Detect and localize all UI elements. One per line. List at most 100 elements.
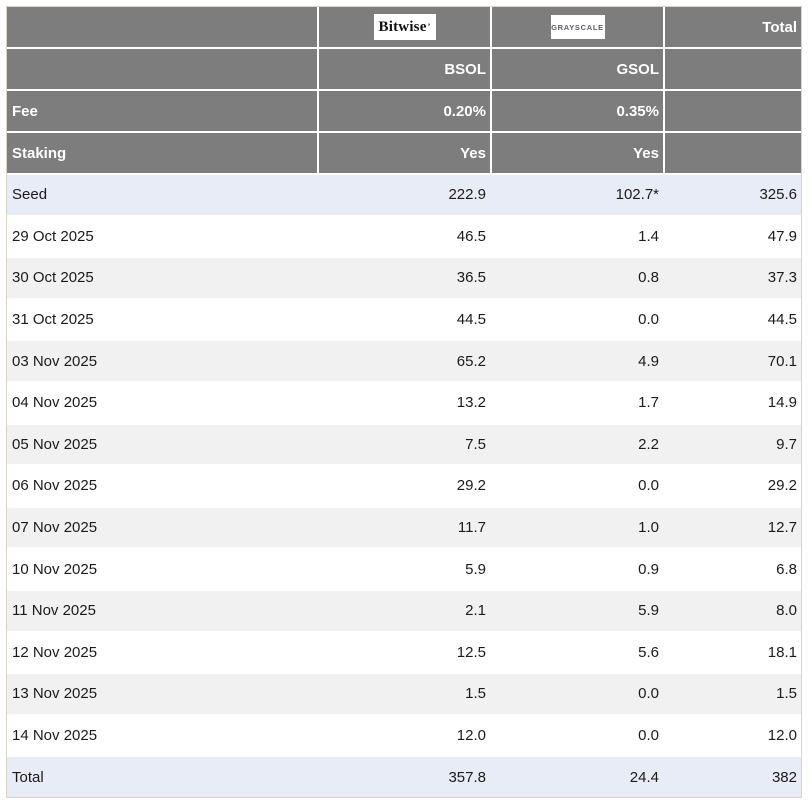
gsol-value-cell: 0.9 — [638, 560, 659, 578]
table-row: 10 Nov 2025 5.9 0.9 6.8 — [7, 549, 801, 589]
total-value-cell: 37.3 — [767, 269, 797, 287]
total-value-cell: 12.0 — [767, 727, 797, 745]
bsol-value-cell: 5.9 — [465, 560, 486, 578]
ticker-row-empty-cell — [7, 49, 317, 89]
total-column-header: Total — [665, 7, 801, 47]
header-row-staking: Staking Yes Yes — [7, 133, 801, 173]
gsol-value-cell: 1.4 — [638, 227, 659, 245]
total-value-cell: 325.6 — [759, 186, 797, 204]
total-value-cell: 29.2 — [767, 477, 797, 495]
total-value-cell: 12.7 — [767, 519, 797, 537]
bitwise-logo: Bitwise’ — [373, 14, 436, 40]
table-row: 14 Nov 2025 12.0 0.0 12.0 — [7, 715, 801, 756]
table-row: 12 Nov 2025 12.5 5.6 18.1 — [7, 632, 801, 673]
row-label-cell: 30 Oct 2025 — [12, 269, 94, 287]
bsol-value-cell: 13.2 — [456, 394, 486, 412]
bsol-value-cell: 222.9 — [448, 186, 486, 204]
row-label-cell: Seed — [12, 186, 48, 204]
bsol-value-cell: 29.2 — [456, 477, 486, 495]
table-row-seed: Seed 222.9 102.7* 325.6 — [7, 175, 801, 215]
header-row-providers: Bitwise’ GRAYSCALE Total — [7, 7, 801, 47]
gsol-value-cell: 24.4 — [629, 768, 659, 786]
table-row: 13 Nov 2025 1.5 0.0 1.5 — [7, 674, 801, 714]
bitwise-logo-cell: Bitwise’ — [319, 7, 490, 47]
staking-total-empty-cell — [665, 133, 801, 173]
table-row: 11 Nov 2025 2.1 5.9 8.0 — [7, 590, 801, 631]
table-row: 07 Nov 2025 11.7 1.0 12.7 — [7, 507, 801, 548]
total-value-cell: 70.1 — [767, 352, 797, 370]
row-label-cell: 13 Nov 2025 — [12, 685, 98, 703]
ticker-row-total-empty-cell — [665, 49, 801, 89]
gsol-value-cell: 0.0 — [638, 477, 659, 495]
table-row: 05 Nov 2025 7.5 2.2 9.7 — [7, 424, 801, 465]
row-label-cell: 29 Oct 2025 — [12, 227, 94, 245]
row-label-cell: 05 Nov 2025 — [12, 435, 98, 453]
table-row-total: Total 357.8 24.4 382 — [7, 757, 801, 797]
row-label-cell: 31 Oct 2025 — [12, 311, 94, 329]
etf-flows-table: Bitwise’ GRAYSCALE Total BSOL GSOL Fee 0… — [6, 6, 802, 798]
staking-gsol-value: Yes — [492, 133, 663, 173]
total-value-cell: 14.9 — [767, 394, 797, 412]
grayscale-logo-text: GRAYSCALE — [551, 22, 604, 32]
gsol-value-cell: 102.7* — [615, 186, 659, 204]
staking-label: Staking — [7, 133, 317, 173]
gsol-value-cell: 1.0 — [638, 519, 659, 537]
table-row: 04 Nov 2025 13.2 1.7 14.9 — [7, 382, 801, 423]
bsol-value-cell: 46.5 — [456, 227, 486, 245]
gsol-value-cell: 5.6 — [638, 643, 659, 661]
header-row-fee: Fee 0.20% 0.35% — [7, 91, 801, 131]
row-label-cell: 11 Nov 2025 — [12, 602, 96, 620]
total-value-cell: 9.7 — [776, 435, 797, 453]
bsol-value-cell: 7.5 — [465, 435, 486, 453]
bsol-value-cell: 36.5 — [456, 269, 486, 287]
total-value-cell: 18.1 — [767, 643, 797, 661]
row-label-cell: 03 Nov 2025 — [12, 352, 98, 370]
gsol-value-cell: 0.8 — [638, 269, 659, 287]
total-value-cell: 47.9 — [767, 227, 797, 245]
table-row: 03 Nov 2025 65.2 4.9 70.1 — [7, 341, 801, 381]
row-label-cell: Total — [12, 768, 44, 786]
total-value-cell: 44.5 — [767, 311, 797, 329]
bsol-ticker: BSOL — [319, 49, 490, 89]
header-row-tickers: BSOL GSOL — [7, 49, 801, 89]
bsol-value-cell: 1.5 — [465, 685, 486, 703]
gsol-value-cell: 1.7 — [638, 394, 659, 412]
table-row: 31 Oct 2025 44.5 0.0 44.5 — [7, 299, 801, 340]
row-label-cell: 06 Nov 2025 — [12, 477, 98, 495]
gsol-value-cell: 0.0 — [638, 685, 659, 703]
bsol-value-cell: 12.0 — [456, 727, 486, 745]
grayscale-logo: GRAYSCALE — [550, 15, 605, 39]
table-row: 30 Oct 2025 36.5 0.8 37.3 — [7, 258, 801, 298]
gsol-value-cell: 5.9 — [638, 602, 659, 620]
fee-total-empty-cell — [665, 91, 801, 131]
bitwise-logo-text: Bitwise — [378, 18, 427, 35]
bsol-value-cell: 357.8 — [448, 768, 486, 786]
provider-row-empty-cell — [7, 7, 317, 47]
table-row: 29 Oct 2025 46.5 1.4 47.9 — [7, 216, 801, 257]
total-value-cell: 382 — [771, 768, 797, 786]
gsol-value-cell: 4.9 — [638, 352, 659, 370]
bsol-value-cell: 11.7 — [457, 519, 486, 537]
row-label-cell: 04 Nov 2025 — [12, 394, 98, 412]
gsol-value-cell: 0.0 — [638, 311, 659, 329]
bsol-value-cell: 12.5 — [456, 643, 486, 661]
row-label-cell: 10 Nov 2025 — [12, 560, 98, 578]
row-label-cell: 07 Nov 2025 — [12, 519, 98, 537]
bsol-value-cell: 65.2 — [456, 352, 486, 370]
gsol-ticker: GSOL — [492, 49, 663, 89]
staking-bsol-value: Yes — [319, 133, 490, 173]
total-value-cell: 8.0 — [776, 602, 797, 620]
fee-gsol-value: 0.35% — [492, 91, 663, 131]
total-value-cell: 6.8 — [776, 560, 797, 578]
row-label-cell: 12 Nov 2025 — [12, 643, 98, 661]
fee-label: Fee — [7, 91, 317, 131]
bsol-value-cell: 44.5 — [456, 311, 486, 329]
table-row: 06 Nov 2025 29.2 0.0 29.2 — [7, 466, 801, 506]
gsol-value-cell: 2.2 — [638, 435, 659, 453]
row-label-cell: 14 Nov 2025 — [12, 727, 98, 745]
fee-bsol-value: 0.20% — [319, 91, 490, 131]
grayscale-logo-cell: GRAYSCALE — [492, 7, 663, 47]
total-value-cell: 1.5 — [776, 685, 797, 703]
bsol-value-cell: 2.1 — [465, 602, 486, 620]
gsol-value-cell: 0.0 — [638, 727, 659, 745]
